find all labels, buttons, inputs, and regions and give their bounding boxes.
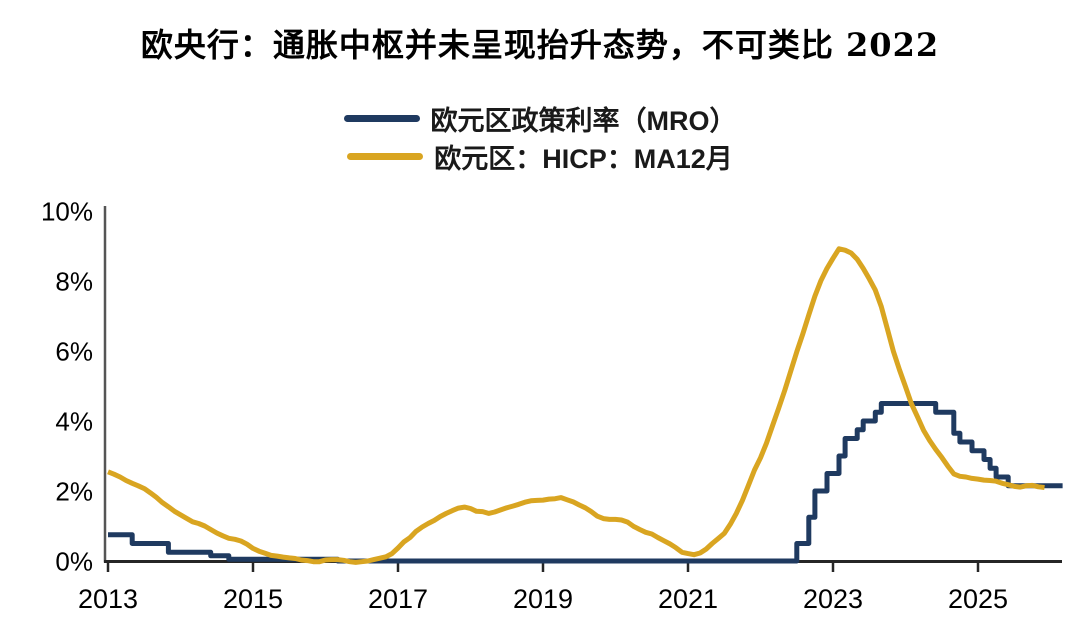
y-axis-label: 6% — [55, 337, 93, 367]
y-axis-label: 8% — [55, 267, 93, 297]
y-axis-label: 0% — [55, 547, 93, 577]
legend: 欧元区政策利率（MRO） 欧元区：HICP：MA12月 — [0, 99, 1080, 175]
x-axis-label: 2017 — [368, 584, 428, 614]
hicp-line-swatch — [347, 152, 424, 160]
x-axis-label: 2019 — [513, 584, 573, 614]
hicp-legend-label: 欧元区：HICP：MA12月 — [434, 143, 733, 174]
y-axis-label: 4% — [55, 407, 93, 437]
mro-legend-label: 欧元区政策利率（MRO） — [430, 105, 737, 136]
chart-title: 欧央行：通胀中枢并未呈现抬升态势，不可类比 2022 — [140, 26, 940, 64]
legend-item-hicp: 欧元区：HICP：MA12月 — [347, 137, 733, 175]
x-axis-label: 2021 — [658, 584, 718, 614]
x-axis-label: 2015 — [223, 584, 283, 614]
mro-line-swatch — [343, 114, 420, 122]
y-axis-label: 2% — [55, 477, 93, 507]
series-line-mro — [108, 401, 1063, 564]
series-line-hicp — [107, 246, 1045, 565]
y-axis-label: 10% — [41, 197, 93, 227]
legend-item-mro: 欧元区政策利率（MRO） — [343, 99, 737, 137]
x-axis-label: 2023 — [803, 584, 863, 614]
x-axis-label: 2025 — [948, 584, 1008, 614]
x-axis-label: 2013 — [78, 584, 138, 614]
